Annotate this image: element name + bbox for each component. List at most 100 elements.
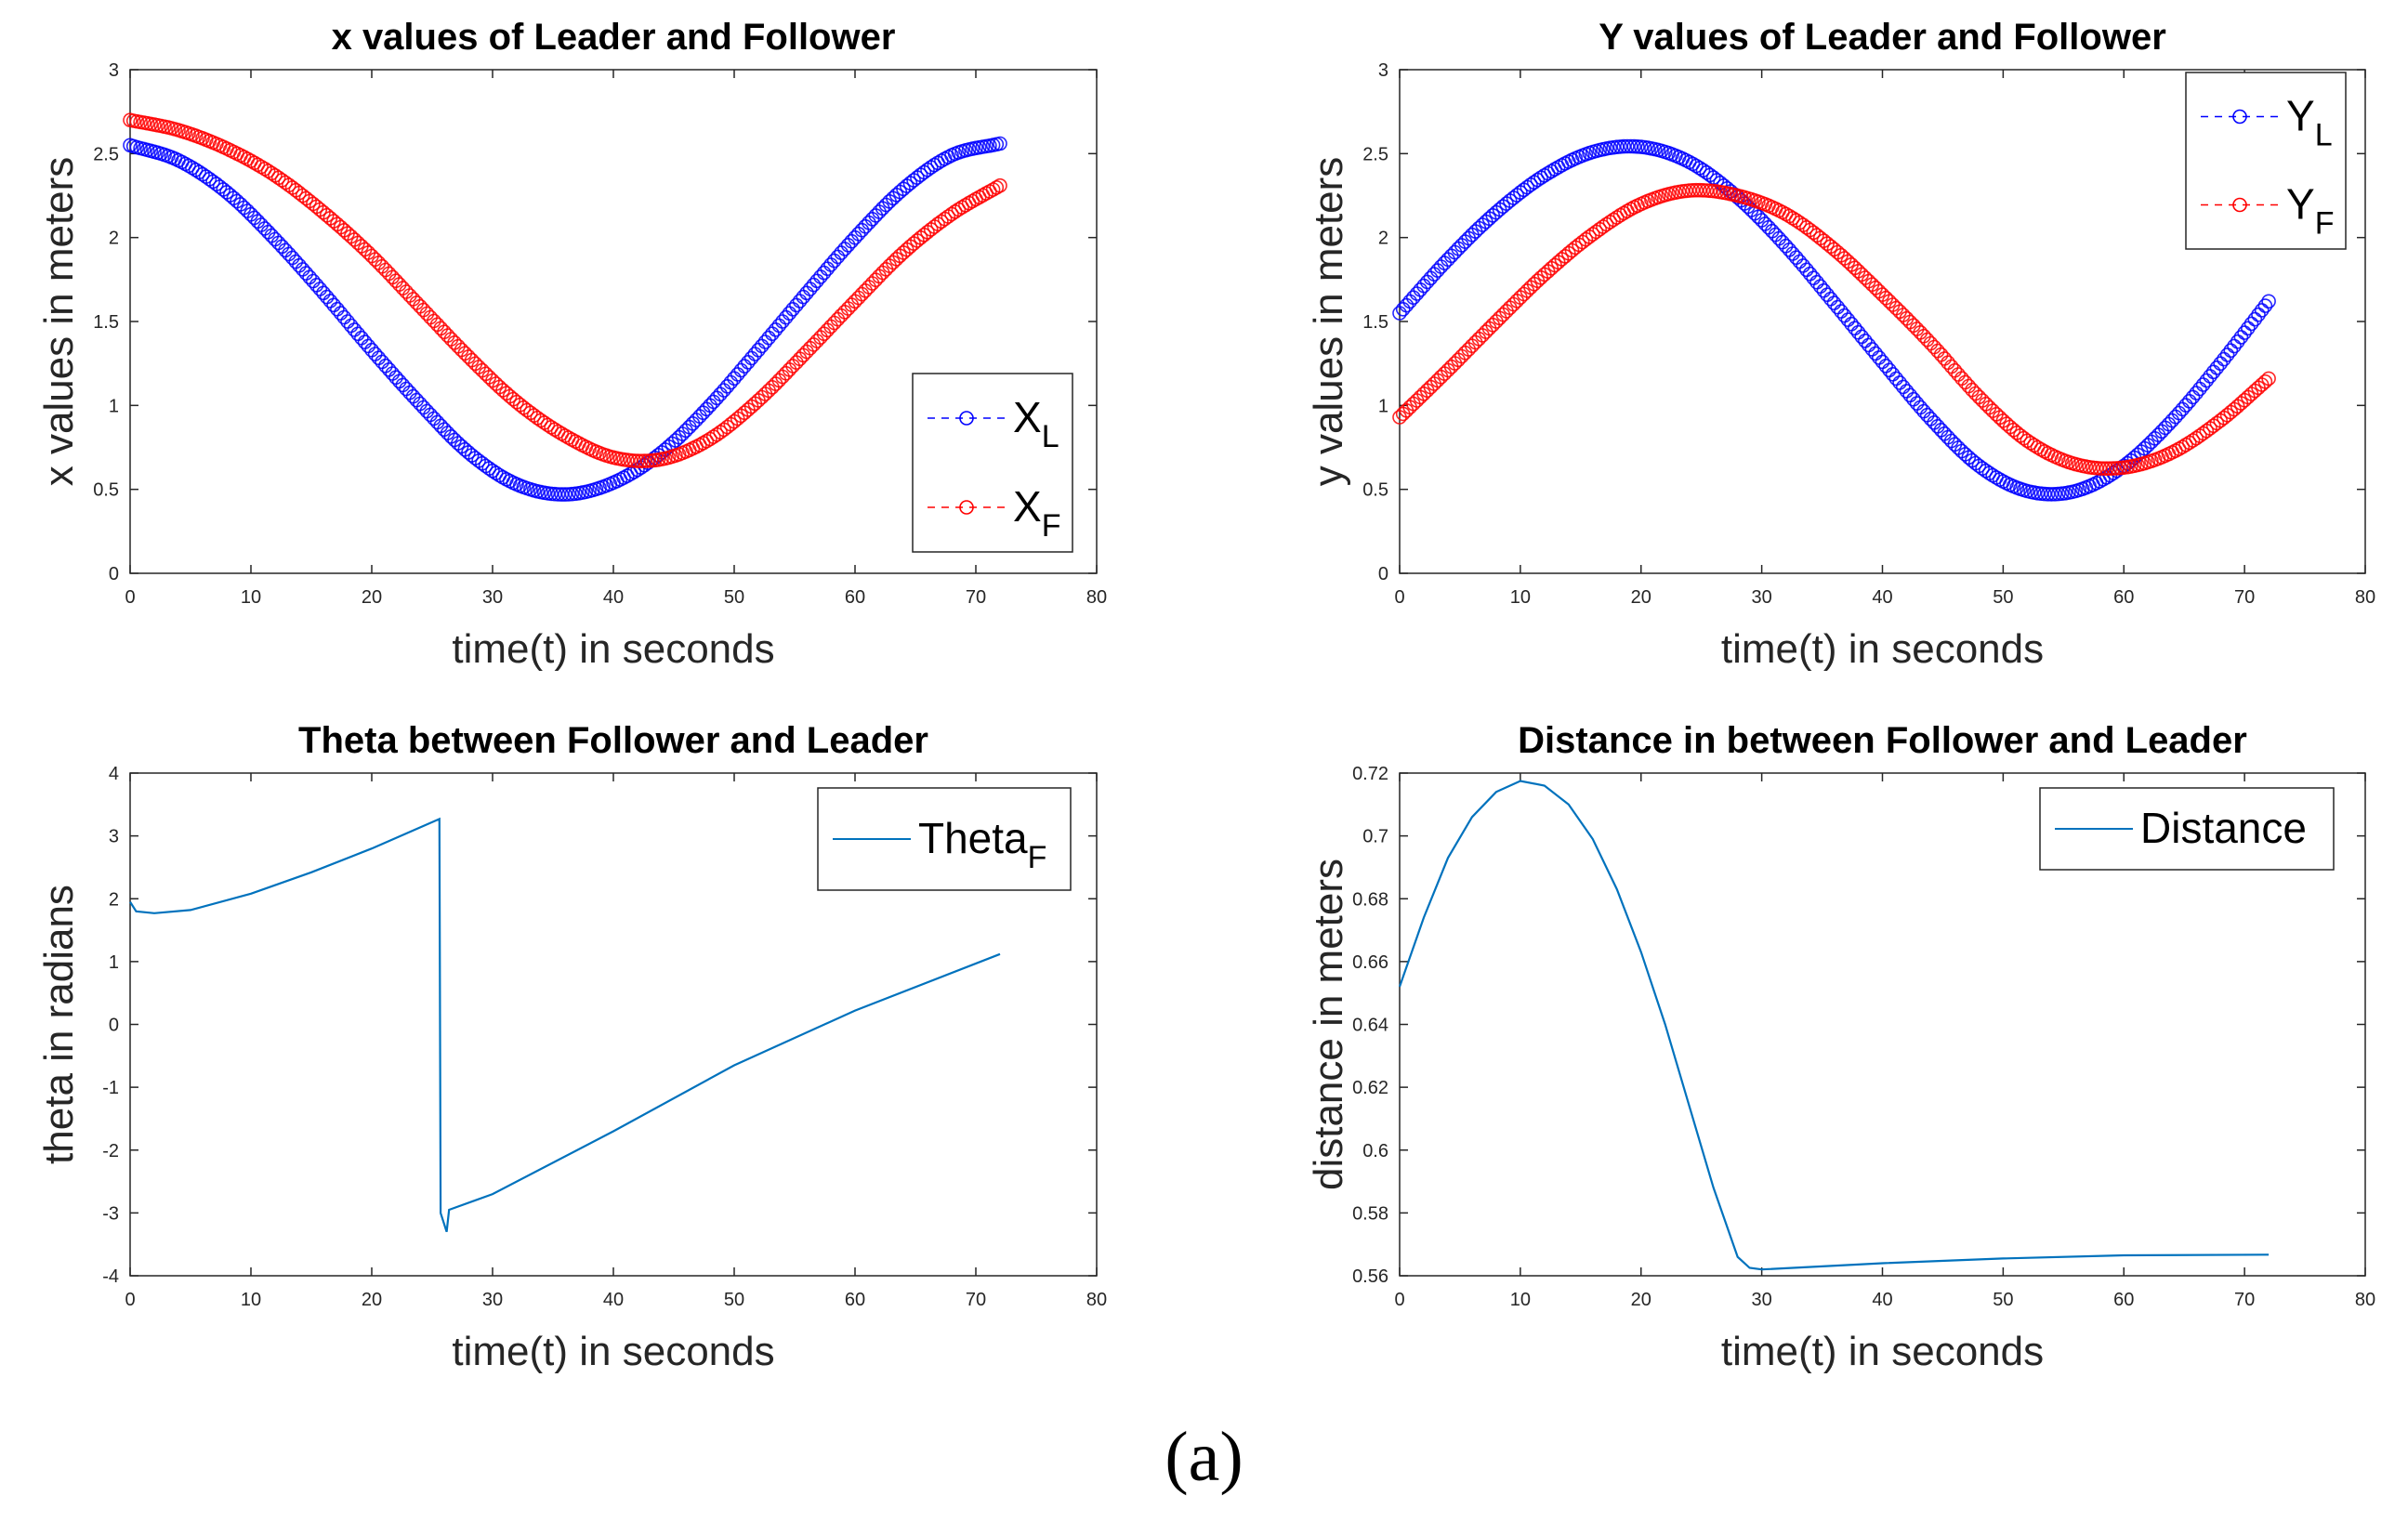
data-point	[1620, 138, 1635, 154]
y-axis-label: distance in meters	[1306, 859, 1351, 1190]
x-tick-label: 10	[241, 1290, 261, 1310]
y-tick-label: 2	[109, 229, 119, 249]
y-tick-label: -3	[102, 1203, 119, 1224]
data-point	[695, 435, 711, 451]
chart-title: Y values of Leader and Follower	[1599, 17, 2166, 58]
data-point	[2237, 325, 2252, 340]
data-point	[1623, 138, 1638, 154]
data-point	[250, 157, 266, 173]
data-point	[558, 487, 572, 502]
x-tick-label: 80	[2355, 1290, 2375, 1310]
x-tick-label: 60	[845, 1290, 865, 1310]
series-distance	[1398, 780, 2270, 1271]
x-tick-label: 20	[1631, 587, 1651, 608]
data-point	[2040, 486, 2056, 502]
series-xl	[123, 136, 1007, 502]
data-point	[2244, 316, 2259, 332]
x-tick-label: 40	[603, 587, 624, 608]
legend-label: ThetaF	[918, 814, 1046, 875]
data-point	[2096, 472, 2111, 487]
data-point	[2257, 374, 2273, 389]
chart-title: x values of Leader and Follower	[332, 17, 896, 58]
y-tick-label: 3	[109, 60, 119, 81]
data-point	[633, 453, 649, 469]
y-axis-label: x values in meters	[36, 157, 82, 487]
y-tick-label: 0.66	[1352, 952, 1388, 973]
x-tick-label: 30	[1752, 1290, 1772, 1310]
data-point	[993, 177, 1007, 193]
data-line	[1398, 780, 2270, 1271]
y-tick-label: 0.68	[1352, 889, 1388, 910]
y-tick-label: 1	[109, 396, 119, 416]
data-point	[1685, 156, 1701, 172]
y-tick-label: -1	[102, 1078, 119, 1098]
legend-label: XF	[1013, 482, 1060, 544]
x-tick-label: 80	[1086, 1290, 1107, 1310]
data-point	[547, 422, 562, 438]
data-point	[2241, 321, 2256, 336]
data-point	[540, 417, 556, 433]
legend-label: XL	[1013, 393, 1059, 454]
x-tick-label: 70	[2234, 1290, 2255, 1310]
data-point	[985, 182, 1001, 197]
data-point	[2223, 343, 2239, 359]
data-point	[1981, 466, 1997, 481]
data-point	[2257, 298, 2273, 313]
chart-2: 0 10 20 30 40 50 60 70 80 0 0.5 1 1.5 2 2.5 3 Y values o…	[1306, 17, 2375, 672]
y-tick-label: 0.56	[1352, 1266, 1388, 1287]
data-line	[129, 817, 1001, 1233]
data-point	[2099, 461, 2114, 477]
data-point	[954, 200, 969, 215]
y-tick-label: 0	[109, 564, 119, 584]
chart-1: 0 10 20 30 40 50 60 70 80 0 0.5 1 1.5 2 2.5 3 x values o…	[36, 17, 1107, 672]
x-tick-label: 0	[1394, 587, 1404, 608]
data-point	[544, 419, 559, 435]
data-point	[1537, 168, 1552, 183]
data-point	[554, 487, 570, 502]
x-tick-label: 10	[1510, 1290, 1531, 1310]
data-point	[2233, 330, 2249, 345]
y-axis-label: theta in radians	[36, 885, 82, 1164]
x-tick-label: 40	[1872, 1290, 1892, 1310]
x-tick-label: 50	[1993, 587, 2013, 608]
data-point	[2178, 437, 2193, 453]
chart-title: Distance in between Follower and Leader	[1518, 720, 2247, 761]
y-tick-label: 1	[1378, 396, 1388, 416]
data-point	[2230, 334, 2245, 349]
x-tick-label: 40	[1872, 587, 1892, 608]
data-point	[2171, 441, 2187, 456]
legend-label: YF	[2286, 180, 2334, 242]
y-tick-label: 0.7	[1362, 827, 1388, 847]
x-tick-label: 10	[241, 587, 261, 608]
data-point	[181, 158, 196, 174]
chart-4: 0 10 20 30 40 50 60 70 80 0.56 0.58 0.6 0.62 0.64 0.66…	[1306, 720, 2375, 1374]
legend-box	[2185, 72, 2347, 250]
y-tick-label: -2	[102, 1141, 119, 1161]
y-tick-label: 1.5	[93, 312, 119, 333]
data-point	[2261, 371, 2276, 387]
y-tick-label: 2.5	[93, 144, 119, 164]
x-tick-label: 70	[2234, 587, 2255, 608]
y-tick-label: 3	[1378, 60, 1388, 81]
y-tick-label: 3	[109, 827, 119, 847]
data-point	[951, 202, 967, 217]
x-tick-label: 70	[966, 587, 986, 608]
x-tick-label: 20	[1631, 1290, 1651, 1310]
x-axis-label: time(t) in seconds	[1721, 1329, 2044, 1374]
data-point	[630, 453, 645, 468]
data-point	[1778, 206, 1794, 222]
y-tick-label: 0.62	[1352, 1078, 1388, 1098]
legend: YL YF	[2185, 72, 2347, 250]
y-tick-label: 2.5	[1362, 144, 1388, 164]
data-point	[2247, 311, 2263, 327]
x-tick-label: 30	[482, 587, 503, 608]
y-tick-label: 4	[109, 764, 119, 784]
data-point	[927, 157, 942, 173]
x-tick-label: 40	[603, 1290, 624, 1310]
x-tick-label: 60	[845, 587, 865, 608]
data-point	[2175, 440, 2191, 454]
legend-marker	[959, 500, 974, 515]
data-point	[989, 180, 1005, 195]
chart-title: Theta between Follower and Leader	[298, 720, 928, 761]
